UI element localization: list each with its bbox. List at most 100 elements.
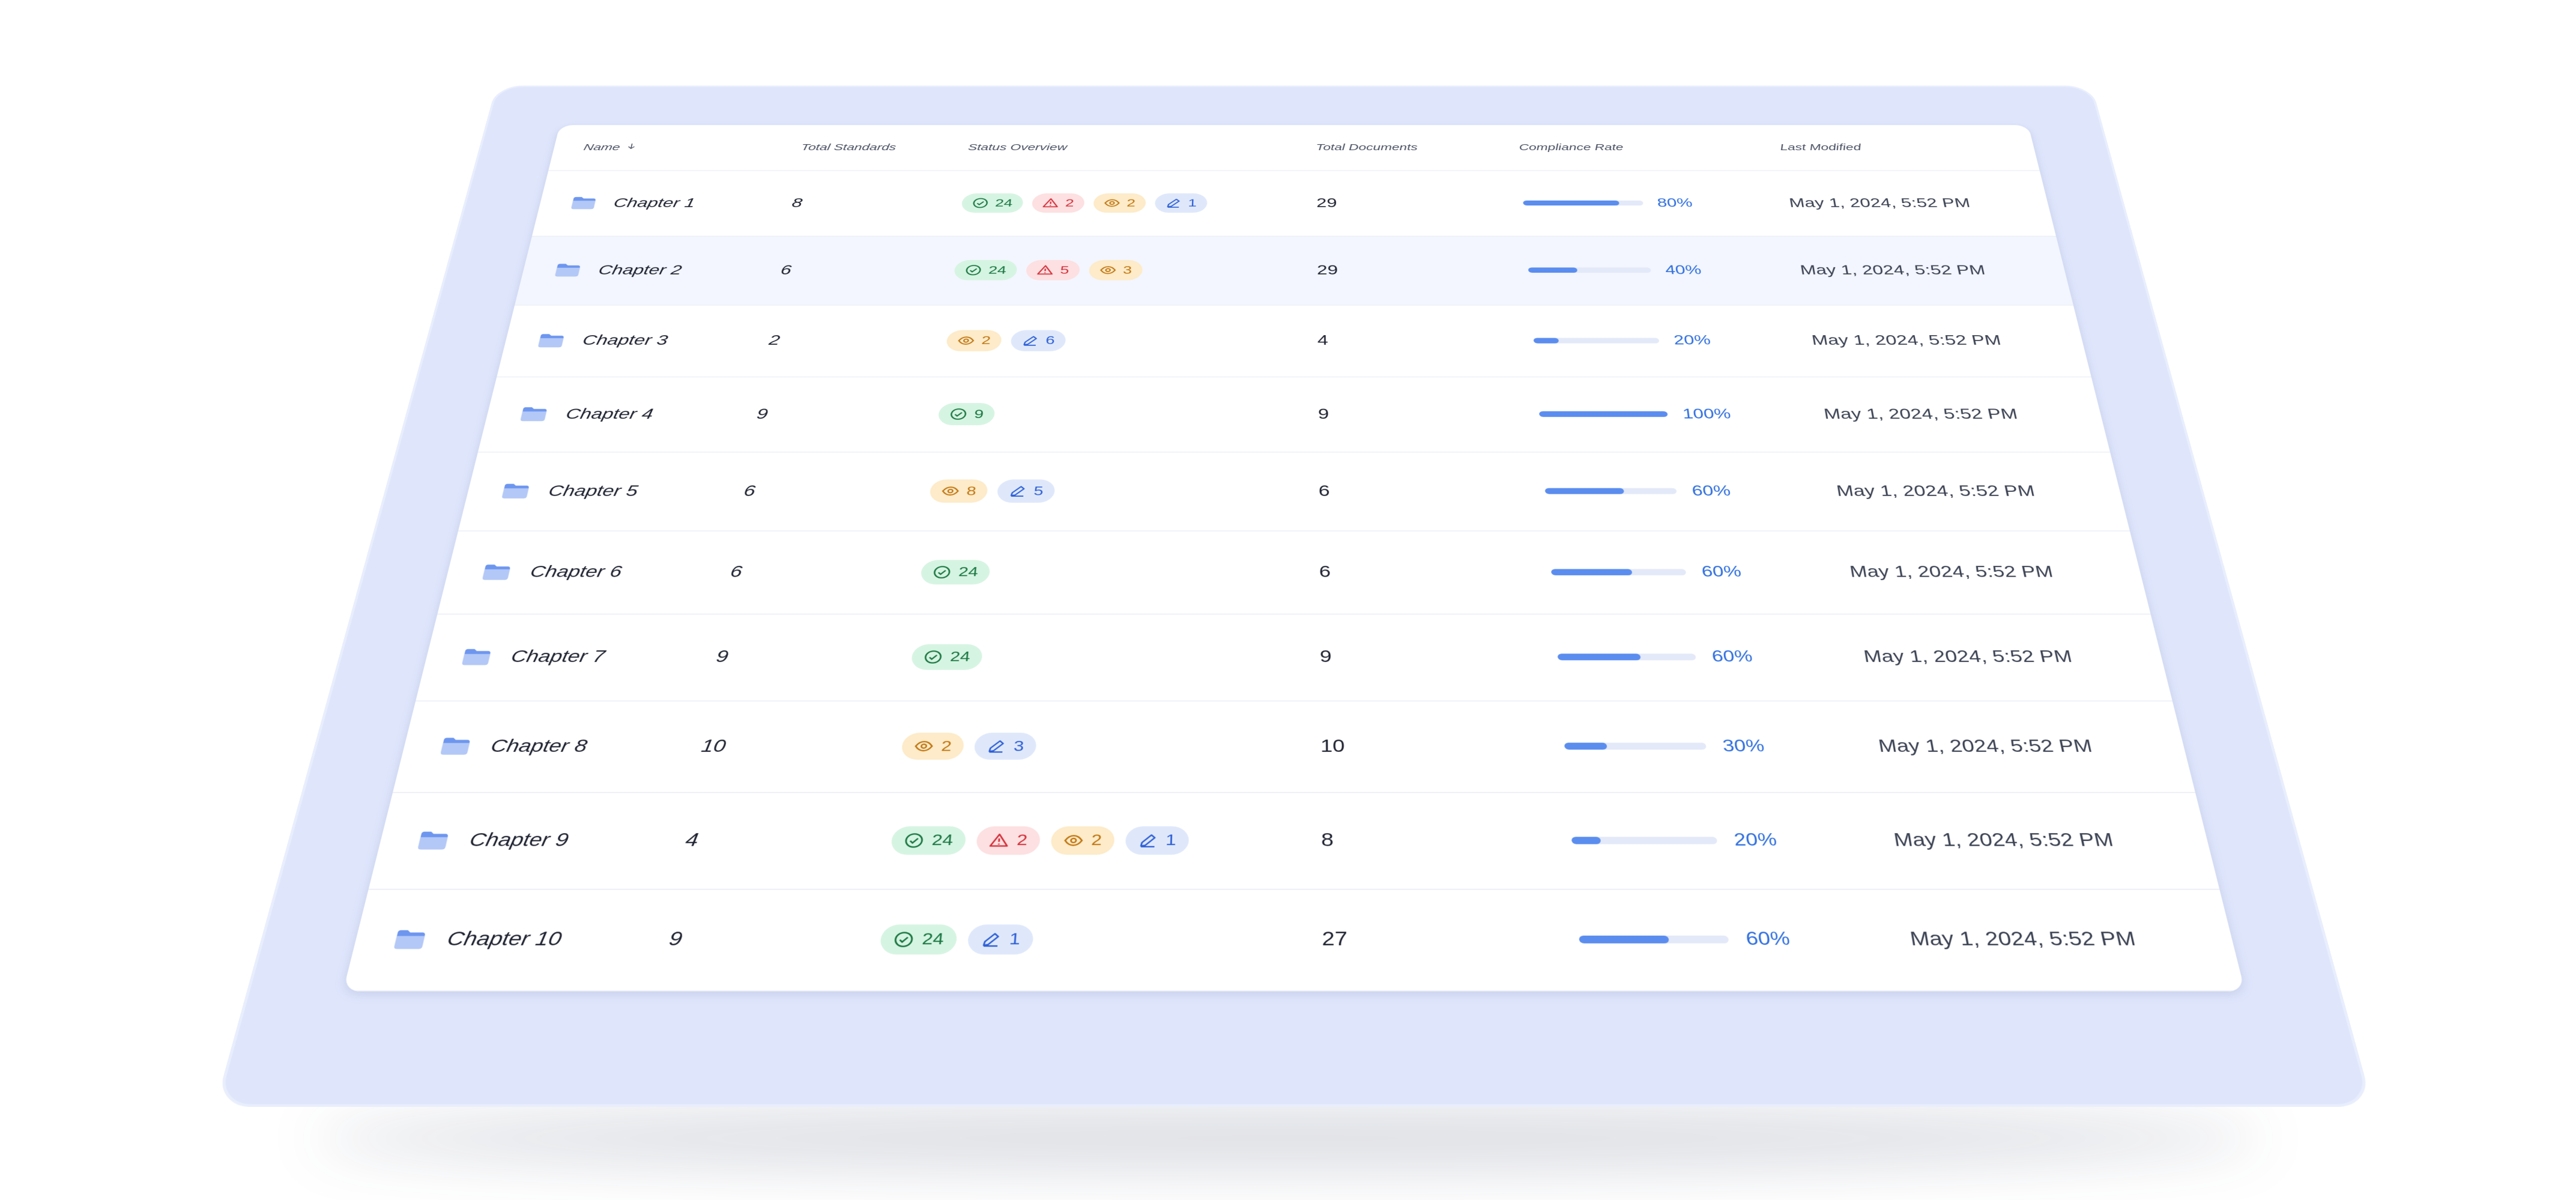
chapter-name: Chapter 1 [612,196,697,210]
progress-track [1579,935,1729,944]
name-cell: Chapter 7 [458,645,718,669]
total-standards: 10 [700,736,728,756]
header-row: Name Total Standards Status Overview Total … [548,125,2040,171]
frame: Name Total Standards Status Overview Total … [215,85,2373,1108]
badge-count: 24 [921,930,945,949]
compliance-cell: 20% [1533,333,1813,348]
review-icon [1103,198,1120,209]
status-overview: 24 [910,644,1320,670]
approved-icon [972,198,990,209]
status-overview: 24 5 3 [953,260,1317,280]
total-standards: 9 [755,406,769,422]
progress-fill [1579,935,1670,944]
last-modified: May 1, 2024, 5:52 PM [1822,406,2019,422]
table-row[interactable]: Chapter 2 6 24 5 3 29 40% May 1, 2024, 5:52 PM [515,236,2073,306]
column-header: Total Standards [800,142,969,153]
status-badge: 2 [1031,193,1085,213]
total-standards: 9 [715,647,730,666]
last-modified: May 1, 2024, 5:52 PM [1876,736,2094,756]
status-badge: 5 [1025,260,1080,280]
folder-icon [538,334,565,348]
progress-fill [1564,742,1608,750]
column-header: Last Modified [1779,142,2035,153]
badge-count: 2 [1090,831,1102,849]
last-modified: May 1, 2024, 5:52 PM [1799,262,1987,277]
table-row[interactable]: Chapter 5 6 8 5 6 60% May 1, 2024, 5:52 PM [458,452,2130,532]
badge-count: 2 [981,333,991,347]
draft-icon [1137,832,1158,849]
column-header: Compliance Rate [1519,142,1781,153]
progress-fill [1557,653,1641,661]
total-standards: 6 [742,482,757,500]
approved-icon [903,832,925,849]
review-icon [940,485,960,498]
table-row[interactable]: Chapter 10 9 24 1 27 60% May 1, 2024, 5:52 PM [343,889,2245,992]
status-badge: 5 [996,479,1056,503]
badge-count: 24 [949,649,972,665]
column-title: Last Modified [1779,142,1862,153]
status-badge: 1 [1125,826,1190,855]
chapter-name: Chapter 6 [528,563,624,581]
badge-count: 6 [1045,333,1056,347]
table-row[interactable]: Chapter 7 9 24 9 60% May 1, 2024, 5:52 PM [415,614,2173,702]
badge-count: 5 [1059,264,1070,277]
column-header: Total Documents [1316,142,1520,153]
last-modified: May 1, 2024, 5:52 PM [1862,647,2074,666]
draft-icon [980,931,1002,948]
folder-icon [520,407,548,422]
compliance-rate: 20% [1732,830,1778,850]
folder-icon [482,564,512,580]
status-overview: 24 [919,560,1319,584]
table-card: Name Total Standards Status Overview Total … [343,125,2245,992]
total-standards: 6 [779,262,793,277]
compliance-cell: 30% [1564,737,1879,756]
review-icon [1063,832,1084,849]
status-badge: 2 [975,826,1041,855]
status-badge: 24 [953,260,1018,280]
compliance-cell: 40% [1528,263,1801,277]
table-row[interactable]: Chapter 6 6 24 6 60% May 1, 2024, 5:52 PM [437,531,2151,614]
progress-track [1571,836,1718,844]
name-cell: Chapter 4 [517,404,758,425]
total-documents: 9 [1317,406,1329,422]
total-documents: 29 [1317,262,1338,277]
compliance-cell: 60% [1557,648,1865,666]
progress-track [1544,488,1678,494]
compliance-cell: 60% [1579,929,1912,950]
badge-count: 2 [1065,196,1075,209]
status-badge: 2 [945,330,1003,351]
compliance-rate: 80% [1656,196,1693,210]
table-row[interactable]: Chapter 8 10 2 3 10 30% May 1, 2024, 5:52 PM [392,701,2196,793]
status-overview: 24 2 2 1 [961,193,1316,213]
column-title: Name [582,142,621,153]
chapter-name: Chapter 2 [597,262,683,277]
chapter-name: Chapter 3 [581,333,670,348]
total-standards: 9 [667,928,684,950]
draft-icon [1008,485,1027,498]
status-overview: 9 [937,403,1318,426]
approved-icon [923,649,943,664]
table-row[interactable]: Chapter 1 8 24 2 2 1 29 80% May 1, 2024, 5:52 PM [531,171,2057,237]
folder-icon [394,930,426,949]
column-header[interactable]: Name [582,142,802,153]
sort-arrow [625,142,639,150]
status-badge: 2 [1050,826,1115,855]
last-modified: May 1, 2024, 5:52 PM [1810,333,2003,348]
table-row[interactable]: Chapter 9 4 24 2 2 1 8 20% May 1, 2024, 5:52 PM [368,793,2220,890]
badge-count: 2 [940,738,953,754]
chapter-name: Chapter 8 [489,736,589,756]
folder-icon [440,738,471,755]
chapter-name: Chapter 7 [509,647,607,666]
name-cell: Chapter 9 [414,827,688,853]
progress-fill [1523,200,1620,206]
total-documents: 8 [1321,829,1334,850]
compliance-rate: 20% [1673,333,1712,348]
badge-count: 24 [994,196,1014,209]
table-row[interactable]: Chapter 3 2 2 6 4 20% May 1, 2024, 5:52 PM [497,305,2091,378]
chapter-name: Chapter 4 [564,406,655,422]
table-row[interactable]: Chapter 4 9 9 9 100% May 1, 2024, 5:52 PM [477,377,2111,453]
progress-fill [1533,338,1559,344]
name-cell: Chapter 1 [568,194,793,212]
